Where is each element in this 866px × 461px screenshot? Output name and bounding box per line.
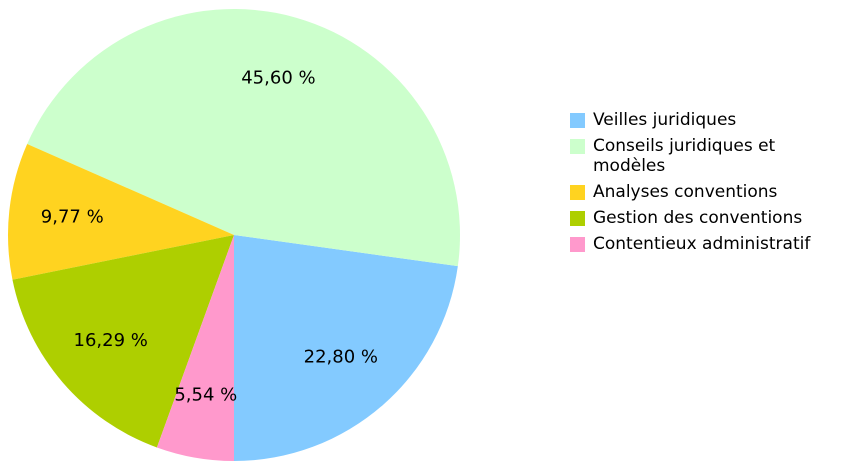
legend-swatch: [570, 113, 585, 128]
legend-item: Contentieux administratif: [570, 234, 850, 254]
slice-label: 22,80 %: [304, 347, 378, 368]
pie-slice: [27, 9, 461, 267]
legend-label: Gestion des conventions: [593, 208, 803, 228]
pie-slice: [234, 235, 458, 461]
legend: Veilles juridiques Conseils juridiques et…: [570, 110, 850, 260]
chart: 22,80 % 45,60 % 9,77 % 16,29 % 5,54 %: [7, 9, 461, 461]
legend-item: Conseils juridiques et modèles: [570, 136, 850, 176]
legend-swatch: [570, 139, 585, 154]
slice-label: 45,60 %: [241, 67, 315, 88]
legend-swatch: [570, 185, 585, 200]
legend-item: Analyses conventions: [570, 182, 850, 202]
legend-swatch: [570, 237, 585, 252]
legend-label: Contentieux administratif: [593, 234, 811, 254]
pie-slice: [12, 235, 234, 448]
legend-label: Analyses conventions: [593, 182, 778, 202]
pie-slice: [7, 143, 234, 280]
legend-label: Veilles juridiques: [593, 110, 737, 130]
legend-swatch: [570, 211, 585, 226]
pie-slice: [156, 235, 234, 461]
legend-item: Veilles juridiques: [570, 110, 850, 130]
slice-label: 9,77 %: [41, 206, 104, 227]
legend-label: Conseils juridiques et modèles: [593, 136, 776, 176]
legend-item: Gestion des conventions: [570, 208, 850, 228]
slice-label: 16,29 %: [74, 330, 148, 351]
slice-label: 5,54 %: [174, 384, 237, 405]
